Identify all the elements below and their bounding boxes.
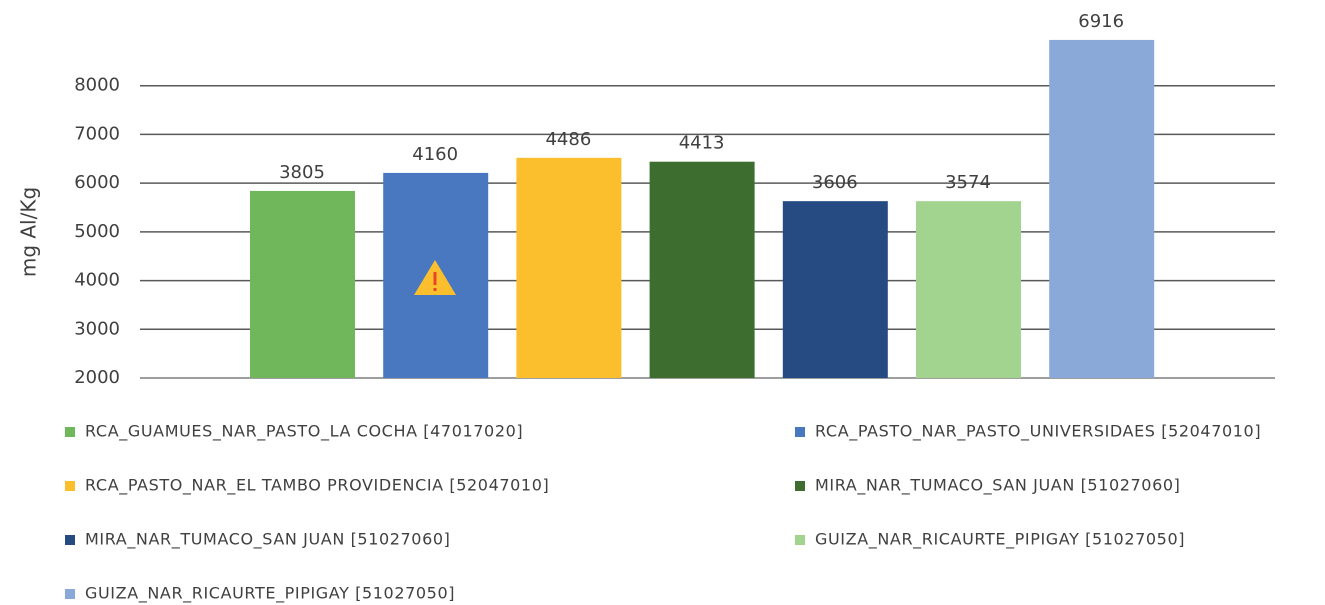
y-tick-label: 8000: [74, 75, 120, 96]
warning-dot: [433, 288, 437, 291]
bar: [916, 201, 1021, 378]
bar: [516, 157, 622, 378]
bar-annotation: 6916: [1078, 11, 1124, 32]
y-tick-label: 4000: [74, 270, 120, 291]
legend-label: RCA_PASTO_NAR_EL TAMBO PROVIDENCIA [5204…: [85, 476, 549, 496]
legend-swatch: [65, 535, 75, 545]
bar-annotation: 4486: [545, 129, 591, 150]
bar: [250, 190, 355, 378]
legend-label: RCA_PASTO_NAR_PASTO_UNIVERSIDAES [520470…: [815, 422, 1261, 442]
y-tick-label: 3000: [74, 318, 120, 339]
legend-swatch: [795, 535, 805, 545]
legend-swatch: [65, 481, 75, 491]
legend-label: MIRA_NAR_TUMACO_SAN JUAN [51027060]: [815, 476, 1181, 496]
bar-annotation: 3574: [945, 172, 991, 193]
legend-label: MIRA_NAR_TUMACO_SAN JUAN [51027060]: [85, 530, 451, 550]
legend-swatch: [795, 427, 805, 437]
bar-annotation: 4160: [412, 144, 458, 165]
y-tick-label: 6000: [74, 172, 120, 193]
legend-swatch: [65, 589, 75, 599]
y-tick-label: 7000: [74, 123, 120, 144]
y-tick-label: 2000: [74, 367, 120, 388]
y-tick-label: 5000: [74, 221, 120, 242]
bar: [782, 201, 888, 378]
bar-annotation: 3805: [279, 162, 325, 183]
bar: [1049, 39, 1155, 379]
warning-mark: [433, 272, 437, 285]
bar: [649, 161, 755, 378]
bar-annotation: 4413: [679, 133, 725, 154]
bar-annotation: 3606: [812, 172, 858, 193]
legend-swatch: [795, 481, 805, 491]
legend-label: GUIZA_NAR_RICAURTE_PIPIGAY [51027050]: [85, 584, 455, 604]
legend-label: RCA_GUAMUES_NAR_PASTO_LA COCHA [47017020…: [85, 422, 523, 442]
legend-swatch: [65, 427, 75, 437]
legend-label: GUIZA_NAR_RICAURTE_PIPIGAY [51027050]: [815, 530, 1185, 550]
y-axis-label: mg Al/Kg: [17, 187, 41, 277]
